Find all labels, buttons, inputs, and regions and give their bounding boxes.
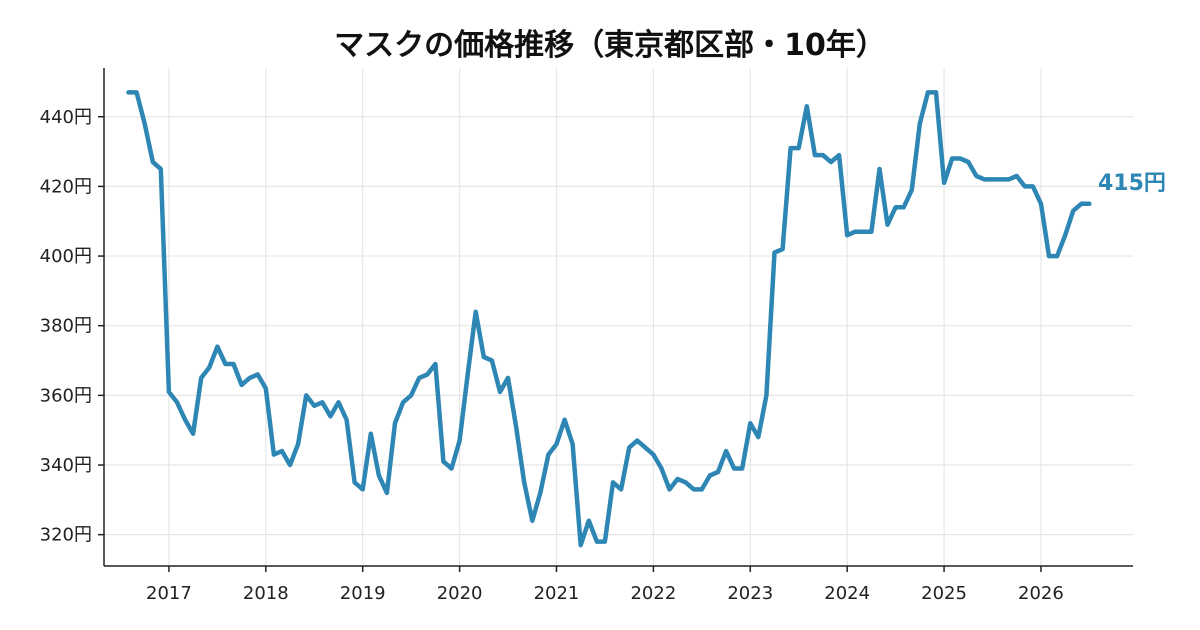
y-tick-label: 340円 xyxy=(40,455,92,476)
y-tick-label: 420円 xyxy=(40,176,92,197)
x-tick-label: 2017 xyxy=(146,583,192,604)
x-tick-label: 2022 xyxy=(630,583,676,604)
price-series-line xyxy=(126,90,1092,548)
y-tick-label: 440円 xyxy=(40,107,92,128)
x-tick-label: 2025 xyxy=(921,583,967,604)
y-tick-label: 360円 xyxy=(40,385,92,406)
x-tick-label: 2023 xyxy=(727,583,773,604)
grid-lines xyxy=(104,68,1133,566)
axes xyxy=(98,68,1133,572)
x-tick-label: 2019 xyxy=(340,583,386,604)
x-tick-label: 2026 xyxy=(1018,583,1064,604)
series-layer xyxy=(126,90,1092,548)
end-value-label: 415円 xyxy=(1098,171,1166,196)
y-tick-label: 380円 xyxy=(40,316,92,337)
x-tick-label: 2024 xyxy=(824,583,870,604)
chart-title: マスクの価格推移（東京都区部・10年） xyxy=(334,28,886,63)
x-tick-label: 2020 xyxy=(437,583,483,604)
x-tick-label: 2021 xyxy=(534,583,580,604)
y-tick-label: 320円 xyxy=(40,525,92,546)
y-tick-label: 400円 xyxy=(40,246,92,267)
x-tick-label: 2018 xyxy=(243,583,289,604)
tick-labels: 320円 340円 360円 380円 400円 420円 440円 2017 2018 2019… xyxy=(40,107,1064,604)
